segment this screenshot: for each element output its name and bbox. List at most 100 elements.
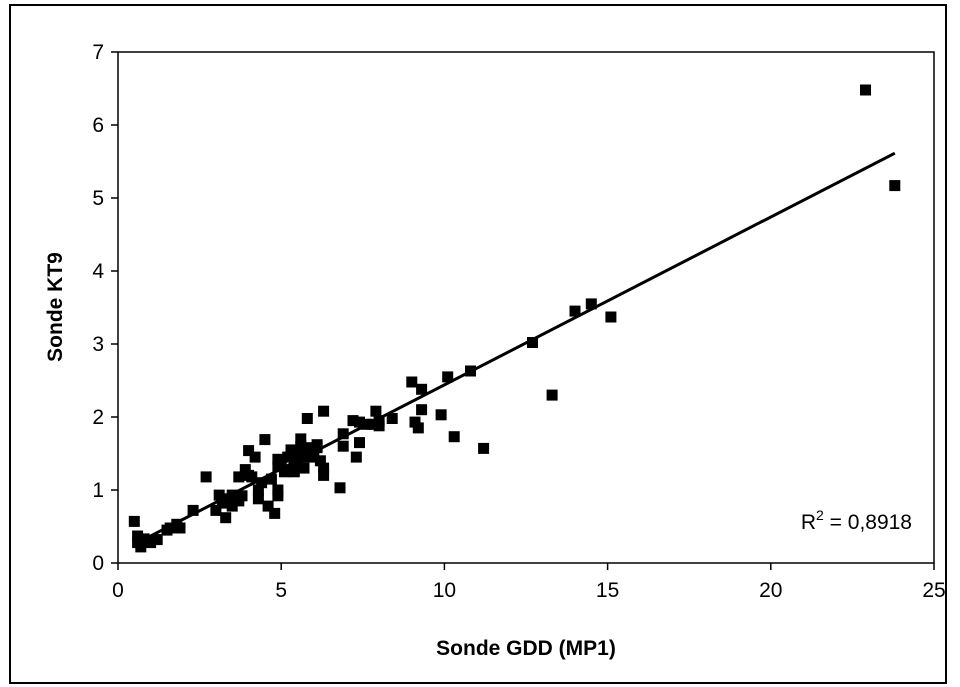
data-point [239,464,251,476]
data-point [416,404,428,416]
data-point [370,405,382,417]
chart-frame [9,4,947,684]
data-point [233,471,245,483]
data-point [347,415,359,427]
y-tick-label: 0 [92,552,104,575]
data-point [285,444,297,456]
x-axis-title: Sonde GDD (MP1) [436,637,616,660]
data-point [292,456,303,468]
data-point [265,473,277,485]
y-axis-ticks: 0 1 2 3 4 5 6 7 [92,41,118,575]
r-squared-label: R2 = 0,8918 [801,507,912,534]
data-point [151,534,163,546]
data-point [412,422,424,434]
y-tick-label: 3 [92,333,104,356]
data-point [337,440,349,452]
data-point [210,504,222,516]
data-point [252,484,264,496]
data-point [546,389,558,401]
data-point [256,477,268,489]
data-point [350,451,362,463]
data-point [220,512,232,524]
trendline [133,151,896,546]
data-point [249,451,261,463]
data-point [145,537,157,549]
y-axis-title: Sonde KT9 [44,252,67,362]
y-tick-label: 6 [92,114,104,137]
data-point [318,469,330,481]
data-point [354,416,365,428]
data-point [416,383,428,395]
r-squared-value: = 0,8918 [824,511,912,534]
y-tick-label: 1 [92,479,104,502]
data-point [292,448,303,459]
y-tick-label: 5 [92,187,104,210]
data-point [295,440,307,452]
data-point [272,453,284,465]
data-point [889,180,901,192]
r-squared-superscript: 2 [816,507,824,523]
data-point [301,413,313,424]
data-points [128,84,901,553]
data-point [200,471,212,483]
data-point [132,530,144,542]
x-tick-label: 10 [433,579,456,602]
data-point [174,522,186,534]
y-tick-label: 2 [92,406,104,429]
data-point [288,466,300,478]
data-point [478,442,490,454]
x-tick-label: 25 [922,579,945,602]
data-point [236,490,248,502]
data-point [314,455,326,467]
data-point [354,437,365,449]
data-point [318,462,330,474]
data-point [318,405,330,417]
data-point [435,409,447,421]
data-point [311,442,323,454]
data-point [164,522,176,534]
data-point [135,541,147,553]
data-point [213,489,225,501]
data-point [442,371,454,383]
r-squared-prefix: R [801,511,816,534]
data-point [243,445,255,457]
data-point [259,434,271,446]
x-tick-label: 20 [759,579,782,602]
x-tick-label: 5 [275,579,287,602]
plot-area [117,51,935,564]
data-point [272,484,284,496]
x-axis-ticks: 0 5 10 15 20 25 [112,563,946,602]
data-point [301,442,313,454]
data-point [448,431,460,443]
data-point [308,451,320,463]
data-point [373,415,385,427]
data-point [282,451,294,463]
plot-border [117,51,935,564]
data-point [226,500,238,512]
data-point [279,466,290,478]
data-point [409,416,421,428]
data-point [386,413,398,424]
data-point [298,462,310,474]
data-point [860,84,871,96]
y-tick-label: 4 [92,260,104,283]
data-point [367,418,379,430]
data-point [272,490,284,502]
x-tick-label: 0 [112,579,124,602]
data-point [585,298,597,310]
data-point [569,305,581,317]
data-point [334,482,346,494]
data-point [605,311,617,323]
y-tick-label: 7 [92,41,104,64]
data-point [246,471,258,483]
data-point [269,507,281,519]
data-point [216,497,228,509]
data-point [527,337,538,348]
data-point [262,500,274,512]
data-point [128,515,140,527]
data-point [406,376,418,388]
x-tick-label: 15 [596,579,619,602]
data-point [187,504,199,516]
data-point [252,493,264,505]
